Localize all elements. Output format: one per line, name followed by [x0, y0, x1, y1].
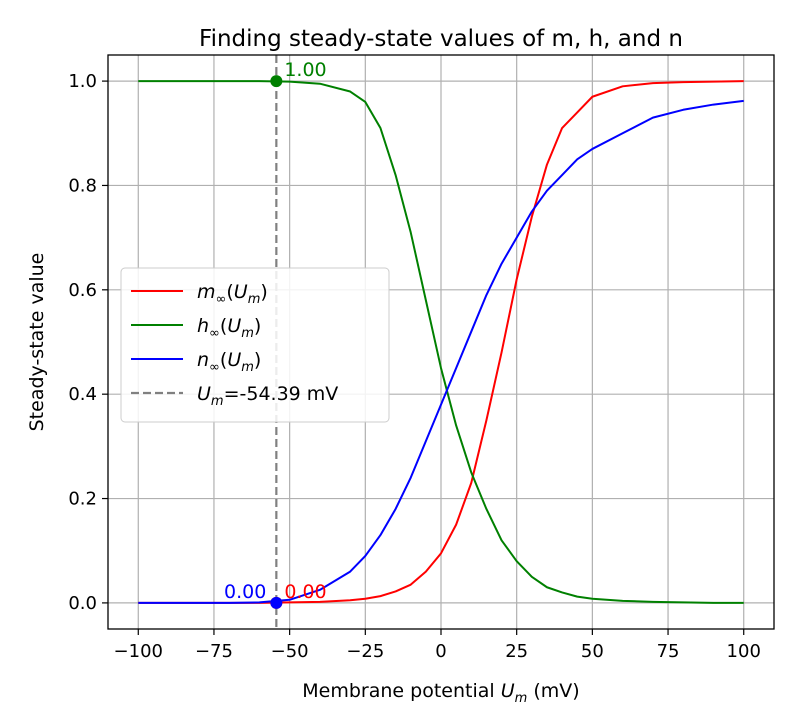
chart-title: Finding steady-state values of m, h, and…	[199, 26, 683, 52]
axis-ticks: −100 −75 −50 −25 0 25 50 75 100 0.0 0.2 0.4 0.6 0.8 1.…	[68, 71, 761, 662]
x-tick-label: −100	[114, 641, 163, 662]
legend-paren-open: (	[220, 315, 227, 337]
legend-paren-close: )	[254, 315, 261, 337]
y-axis-label: Steady-state value	[26, 253, 48, 432]
legend-box	[120, 267, 390, 423]
legend-arg-subscript: m	[241, 360, 254, 375]
x-tick-label: −50	[271, 641, 309, 662]
legend-vline-text: =-54.39 mV	[224, 383, 339, 405]
point-label-m: 0.00	[284, 581, 326, 603]
legend-arg: U	[227, 315, 241, 337]
x-axis-label-text: Membrane potential	[302, 680, 494, 702]
y-tick-label: 0.6	[68, 280, 97, 301]
legend-label-n: n∞(Um)	[197, 349, 261, 375]
legend-arg: U	[227, 349, 241, 371]
point-label-n: 0.00	[224, 581, 266, 603]
legend-label-m: m∞(Um)	[197, 281, 268, 307]
x-tick-label: −75	[195, 641, 233, 662]
legend-vline-symbol: U	[197, 383, 211, 405]
y-tick-label: 0.8	[68, 175, 97, 196]
x-tick-label: 0	[435, 641, 446, 662]
legend-arg-subscript: m	[248, 292, 261, 307]
legend-arg: U	[234, 281, 248, 303]
legend-paren-open: (	[226, 281, 233, 303]
legend-symbol: n	[197, 349, 209, 371]
x-axis-label-symbol: U	[501, 680, 515, 702]
x-tick-label: 75	[657, 641, 680, 662]
legend-label-vline: Um=-54.39 mV	[197, 383, 338, 409]
legend-label-h: h∞(Um)	[197, 315, 261, 341]
legend-vline-subscript: m	[211, 394, 224, 409]
x-axis-label-subscript: m	[515, 691, 528, 706]
x-tick-label: 25	[505, 641, 528, 662]
legend-paren-close: )	[254, 349, 261, 371]
x-tick-label: 100	[727, 641, 761, 662]
point-marker-h	[270, 75, 283, 88]
x-tick-label: −25	[346, 641, 384, 662]
legend-symbol: m	[197, 281, 216, 303]
marked-points: 1.00 0.00 0.00	[224, 59, 327, 609]
legend-paren-open: (	[220, 349, 227, 371]
legend: m∞(Um)h∞(Um)n∞(Um)Um=-54.39 mV	[120, 267, 390, 423]
y-tick-label: 0.0	[68, 593, 97, 614]
point-label-h: 1.00	[284, 59, 326, 81]
y-tick-label: 1.0	[68, 71, 97, 92]
x-axis-label-unit: (mV)	[533, 680, 579, 702]
x-tick-label: 50	[581, 641, 604, 662]
legend-infinity-subscript: ∞	[209, 326, 220, 341]
legend-paren-close: )	[260, 281, 267, 303]
point-marker-n	[270, 596, 283, 609]
y-tick-label: 0.4	[68, 384, 97, 405]
legend-infinity-subscript: ∞	[216, 292, 227, 307]
legend-arg-subscript: m	[241, 326, 254, 341]
legend-symbol: h	[197, 315, 209, 337]
y-tick-label: 0.2	[68, 489, 97, 510]
legend-infinity-subscript: ∞	[209, 360, 220, 375]
x-axis-label: Membrane potential Um (mV)	[302, 680, 579, 706]
